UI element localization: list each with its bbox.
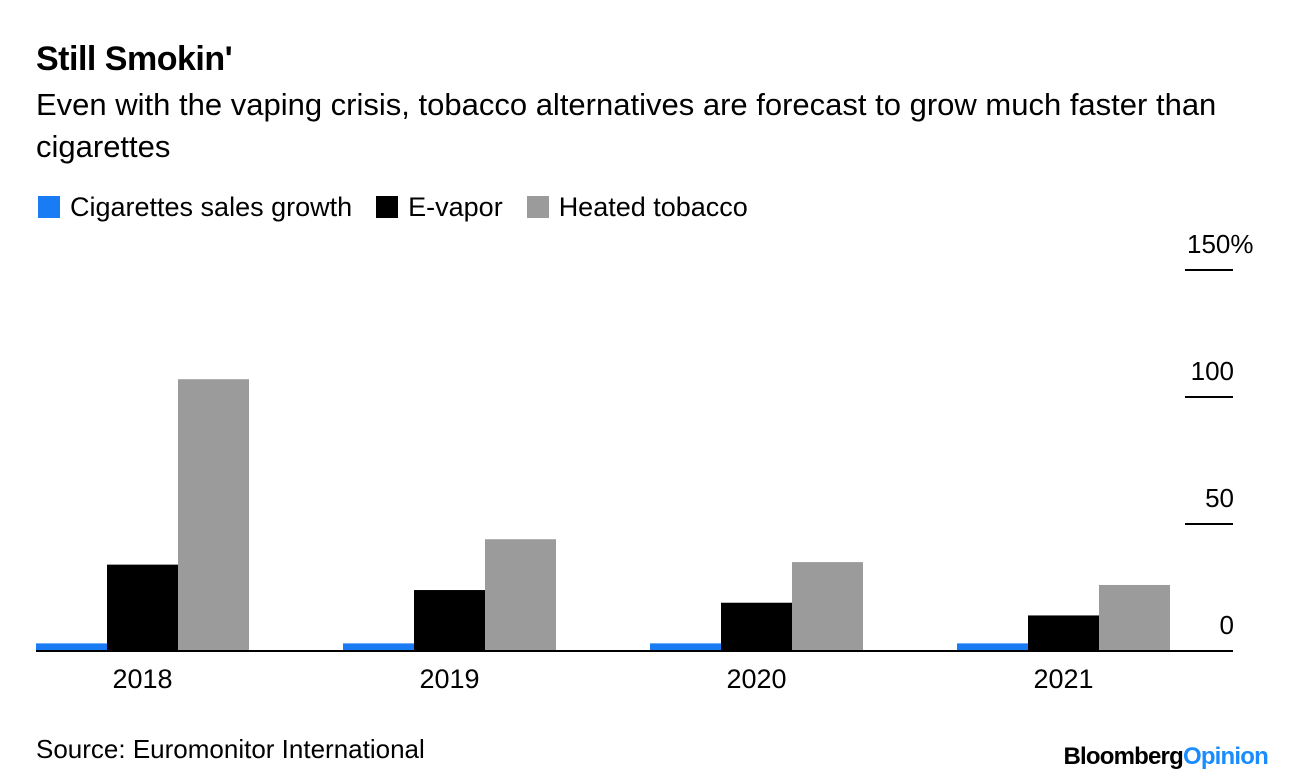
bar-evapor-2020 <box>721 602 792 651</box>
bar-cigarettes-2020 <box>650 643 721 651</box>
bar-heated-2018 <box>178 379 249 651</box>
legend-swatch-heated <box>526 196 549 218</box>
bar-heated-2020 <box>792 562 863 651</box>
bar-cigarettes-2019 <box>343 643 414 651</box>
y-tick-label: 50 <box>1205 483 1234 513</box>
y-tick-label: 150% <box>1187 229 1254 259</box>
legend-label-evapor: E-vapor <box>408 191 503 222</box>
x-tick-label-2021: 2021 <box>1033 664 1093 694</box>
legend-label-cigarettes: Cigarettes sales growth <box>70 191 353 222</box>
legend-label-heated: Heated tobacco <box>558 191 748 222</box>
bar-cigarettes-2021 <box>957 643 1028 651</box>
chart-subtitle: Even with the vaping crisis, tobacco alt… <box>36 87 1217 164</box>
x-tick-label-2020: 2020 <box>726 664 786 694</box>
bar-heated-2021 <box>1099 584 1170 651</box>
source-note: Source: Euromonitor International <box>36 734 425 764</box>
bar-evapor-2019 <box>414 590 485 651</box>
bar-cigarettes-2018 <box>36 643 107 651</box>
y-tick-label: 0 <box>1220 610 1234 640</box>
bar-heated-2019 <box>485 539 556 651</box>
brand-main: Bloomberg <box>1063 743 1183 770</box>
brand-logo: BloombergOpinion <box>1063 743 1268 771</box>
legend-item-cigarettes: Cigarettes sales growth <box>36 192 352 223</box>
legend-swatch-cigarettes <box>38 196 60 218</box>
legend-item-heated: Heated tobacco <box>525 192 748 223</box>
bar-evapor-2021 <box>1028 615 1099 651</box>
x-tick-label-2019: 2019 <box>419 664 479 694</box>
x-tick-label-2018: 2018 <box>112 664 172 694</box>
legend-item-evapor: E-vapor <box>374 192 503 223</box>
y-tick-label: 100 <box>1191 356 1234 386</box>
legend-swatch-evapor <box>376 196 399 218</box>
brand-accent: Opinion <box>1182 743 1269 770</box>
chart-title: Still Smokin' <box>36 40 233 78</box>
bar-evapor-2018 <box>107 564 178 651</box>
legend: Cigarettes sales growth E-vapor Heated t… <box>36 190 770 224</box>
